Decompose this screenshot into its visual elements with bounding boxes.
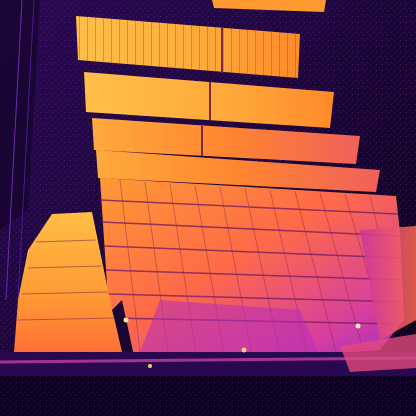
hotspot	[355, 323, 361, 329]
cable-line	[5, 0, 23, 301]
cable-line	[17, 0, 35, 301]
panel-field-right-edge	[360, 226, 416, 340]
panel-row-4	[96, 150, 380, 192]
panel-row-3	[92, 118, 360, 164]
hotspot	[123, 317, 129, 323]
panel-field-left	[14, 212, 122, 352]
foreground-texture	[0, 376, 416, 416]
panel-row-top	[212, 0, 326, 12]
shadow-strip	[0, 0, 40, 230]
panel-field-lower-right	[340, 334, 416, 372]
hotspot	[148, 364, 152, 368]
structure-shadow	[112, 300, 134, 368]
left-field-seams	[17, 239, 115, 321]
hotspot	[241, 347, 247, 353]
cool-region	[140, 300, 320, 356]
